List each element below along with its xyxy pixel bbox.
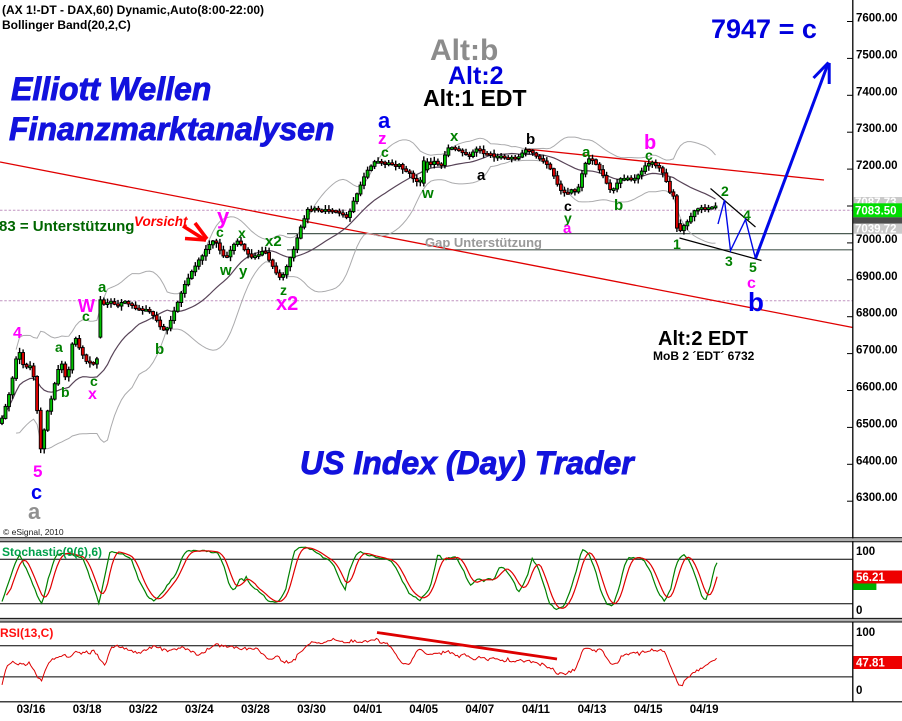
- svg-text:RSI(13,C): RSI(13,C): [0, 626, 53, 640]
- svg-text:© eSignal, 2010: © eSignal, 2010: [3, 527, 64, 537]
- svg-text:W: W: [78, 296, 95, 316]
- svg-text:c: c: [82, 308, 90, 324]
- svg-text:6600.00: 6600.00: [856, 382, 898, 394]
- svg-text:Finanzmarktanalysen: Finanzmarktanalysen: [9, 111, 334, 147]
- svg-text:y: y: [217, 204, 230, 229]
- svg-text:04/11: 04/11: [522, 704, 551, 716]
- svg-text:7600.00: 7600.00: [856, 13, 898, 25]
- svg-text:c: c: [381, 144, 389, 160]
- svg-text:a: a: [477, 167, 486, 184]
- svg-text:x2: x2: [265, 233, 282, 250]
- svg-text:04/19: 04/19: [690, 704, 719, 716]
- svg-text:x: x: [88, 386, 97, 403]
- svg-text:x: x: [238, 225, 246, 241]
- svg-text:c: c: [31, 482, 42, 504]
- svg-text:83 = Unterstützung: 83 = Unterstützung: [0, 218, 134, 235]
- svg-text:x: x: [450, 128, 459, 145]
- svg-text:7200.00: 7200.00: [856, 160, 898, 172]
- svg-text:6400.00: 6400.00: [856, 455, 898, 467]
- svg-text:a: a: [582, 144, 591, 161]
- svg-text:6700.00: 6700.00: [856, 345, 898, 357]
- svg-text:w: w: [219, 262, 232, 279]
- svg-text:(AX 1!-DT - DAX,60) Dynamic,Au: (AX 1!-DT - DAX,60) Dynamic,Auto(8:00-22…: [2, 3, 264, 17]
- svg-text:Elliott Wellen: Elliott Wellen: [11, 71, 211, 107]
- svg-text:4: 4: [743, 207, 751, 223]
- svg-text:c: c: [747, 275, 756, 292]
- svg-text:a: a: [98, 279, 107, 296]
- svg-text:03/30: 03/30: [297, 704, 326, 716]
- svg-text:a: a: [563, 220, 572, 237]
- svg-text:c: c: [90, 373, 98, 389]
- svg-text:z: z: [280, 282, 287, 298]
- svg-text:Stochastic(9(6),6): Stochastic(9(6),6): [2, 545, 102, 559]
- svg-text:a: a: [55, 339, 63, 355]
- svg-text:6300.00: 6300.00: [856, 492, 898, 504]
- svg-text:c: c: [564, 198, 572, 214]
- svg-text:0: 0: [856, 605, 862, 617]
- svg-text:Gap Unterstützung: Gap Unterstützung: [425, 235, 542, 250]
- svg-text:100: 100: [856, 546, 875, 558]
- svg-text:0: 0: [856, 685, 862, 697]
- svg-text:03/24: 03/24: [185, 704, 214, 716]
- svg-text:6900.00: 6900.00: [856, 271, 898, 283]
- svg-text:6800.00: 6800.00: [856, 308, 898, 320]
- svg-text:a: a: [378, 108, 391, 133]
- svg-text:b: b: [644, 132, 656, 154]
- svg-text:04/15: 04/15: [634, 704, 663, 716]
- svg-text:7039.72: 7039.72: [855, 224, 897, 236]
- svg-text:MoB 2 ´EDT´ 6732: MoB 2 ´EDT´ 6732: [653, 349, 755, 363]
- svg-text:04/07: 04/07: [465, 704, 494, 716]
- svg-text:7083.50: 7083.50: [855, 206, 897, 218]
- svg-text:7400.00: 7400.00: [856, 86, 898, 98]
- svg-text:5: 5: [33, 462, 42, 481]
- svg-text:y: y: [239, 263, 248, 280]
- svg-text:7300.00: 7300.00: [856, 123, 898, 135]
- svg-text:Alt:2: Alt:2: [448, 62, 504, 90]
- svg-text:04/05: 04/05: [409, 704, 438, 716]
- svg-text:c: c: [645, 147, 653, 163]
- svg-text:03/22: 03/22: [129, 704, 158, 716]
- svg-text:Alt:1 EDT: Alt:1 EDT: [423, 85, 527, 111]
- svg-text:2: 2: [721, 183, 729, 199]
- svg-text:7947 = c: 7947 = c: [711, 14, 817, 44]
- svg-text:y: y: [564, 210, 572, 226]
- svg-text:b: b: [526, 131, 535, 148]
- svg-text:Alt:2 EDT: Alt:2 EDT: [658, 328, 748, 350]
- svg-text:7500.00: 7500.00: [856, 49, 898, 61]
- svg-text:03/28: 03/28: [241, 704, 270, 716]
- svg-text:b: b: [614, 197, 623, 214]
- svg-text:Alt:b: Alt:b: [430, 34, 498, 67]
- svg-text:100: 100: [856, 627, 875, 639]
- svg-text:03/18: 03/18: [73, 704, 102, 716]
- svg-text:04/13: 04/13: [578, 704, 607, 716]
- svg-text:4: 4: [13, 325, 22, 342]
- svg-text:3: 3: [725, 253, 733, 269]
- svg-text:7000.00: 7000.00: [856, 234, 898, 246]
- svg-text:US Index (Day) Trader: US Index (Day) Trader: [300, 445, 635, 481]
- svg-text:z: z: [378, 129, 387, 148]
- svg-text:c: c: [216, 224, 224, 240]
- svg-text:6500.00: 6500.00: [856, 418, 898, 430]
- svg-text:03/16: 03/16: [17, 704, 46, 716]
- svg-text:47.81: 47.81: [856, 658, 885, 670]
- svg-text:04/01: 04/01: [353, 704, 382, 716]
- svg-text:b: b: [155, 341, 164, 358]
- svg-text:5: 5: [749, 259, 757, 275]
- svg-text:a: a: [28, 499, 41, 524]
- svg-text:Vorsicht: Vorsicht: [134, 214, 188, 229]
- svg-text:x2: x2: [276, 293, 298, 315]
- svg-text:w: w: [421, 185, 434, 202]
- svg-text:Bollinger Band(20,2,C): Bollinger Band(20,2,C): [2, 18, 131, 32]
- svg-text:b: b: [61, 384, 70, 400]
- svg-text:b: b: [748, 287, 764, 317]
- svg-text:1: 1: [673, 236, 681, 252]
- svg-text:56.21: 56.21: [856, 572, 885, 584]
